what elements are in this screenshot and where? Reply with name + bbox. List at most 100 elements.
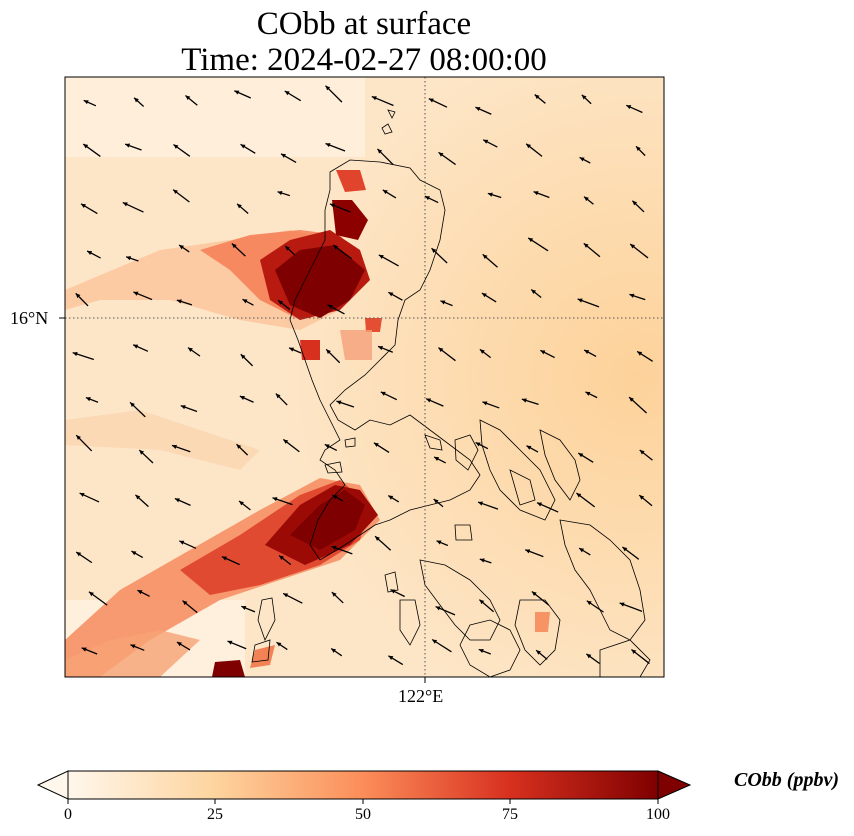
wind-arrow-head: [371, 96, 377, 101]
wind-arrow-head: [631, 649, 637, 654]
wind-arrow-head: [438, 347, 444, 353]
colorbar: [36, 770, 692, 804]
lat-tick-label: 16°N: [10, 308, 49, 328]
colorbar-extend-min: [36, 770, 69, 800]
wind-arrow-head: [536, 650, 542, 655]
wind-arrow-head: [479, 558, 485, 563]
wind-arrow-head: [584, 196, 589, 202]
wind-arrow-head: [130, 402, 135, 408]
wind-arrow-head: [179, 244, 184, 250]
wind-arrow-head: [283, 439, 289, 444]
colorbar-extend-max: [657, 770, 692, 800]
wind-arrow-head: [174, 498, 180, 503]
wind-arrow-head: [536, 502, 542, 507]
wind-arrow-head: [239, 501, 244, 506]
wind-arrow-head: [331, 648, 337, 653]
wind-arrow-head: [278, 300, 284, 305]
wind-arrow-head: [540, 350, 546, 355]
wind-arrow-head: [331, 545, 337, 550]
wind-arrow-head: [331, 592, 337, 597]
wind-arrow-head: [388, 495, 394, 500]
wind-arrow-head: [482, 401, 488, 406]
wind-arrow-head: [79, 492, 85, 497]
wind-arrow-head: [236, 444, 242, 449]
wind-arrow-head: [234, 90, 240, 95]
map-title: CObb at surface: [256, 6, 472, 42]
wind-arrow-head: [135, 494, 141, 500]
lon-tick-label: 122°E: [398, 686, 444, 706]
wind-arrow-head: [622, 546, 628, 552]
wind-arrow-head: [277, 190, 283, 196]
wind-arrow-head: [531, 591, 537, 597]
wind-arrow-head: [481, 293, 487, 298]
wind-arrow-head: [378, 254, 384, 259]
wind-arrow-head: [521, 398, 527, 403]
map-frame: [64, 76, 665, 678]
wind-arrow-head: [221, 556, 227, 561]
wind-arrow-head: [185, 95, 191, 101]
wind-arrow-head: [139, 450, 145, 455]
wind-arrow-head: [629, 397, 634, 402]
wind-arrow-head: [171, 444, 177, 449]
wind-arrow-head: [241, 605, 247, 611]
wind-arrow-head: [272, 497, 278, 502]
wind-arrow-head: [576, 493, 582, 498]
wind-arrow-head: [390, 589, 396, 594]
wind-arrow-head: [326, 349, 331, 355]
wind-arrow-head: [435, 606, 441, 611]
wind-arrow-head: [533, 191, 539, 196]
wind-arrow-head: [375, 536, 380, 541]
wind-arrow-head: [76, 552, 82, 557]
wind-arrow-head: [432, 639, 438, 644]
wind-arrow-head: [88, 591, 94, 597]
wind-arrow-head: [131, 551, 137, 556]
colorbar-label: CObb (ppbv): [734, 769, 839, 791]
wind-arrow-head: [482, 254, 488, 259]
wind-arrow-head: [534, 94, 540, 100]
wind-arrow-head: [173, 144, 179, 149]
wind-arrow-head: [240, 354, 246, 359]
wind-arrow-head: [85, 397, 91, 402]
wind-arrow-head: [483, 139, 489, 144]
wind-arrow-head: [231, 243, 237, 249]
wind-arrow-head: [280, 153, 286, 158]
wind-arrow-head: [581, 94, 587, 100]
wind-arrow-head: [176, 642, 182, 647]
wind-arrow-head: [578, 453, 584, 458]
wind-arrow-head: [428, 98, 434, 103]
wind-arrow-head: [242, 299, 248, 304]
wind-arrow-head: [130, 644, 136, 649]
wind-arrow-head: [434, 456, 440, 461]
wind-arrow-head: [579, 157, 585, 162]
wind-arrow-head: [137, 590, 143, 595]
wind-arrow-head: [81, 647, 87, 652]
wind-arrow-head: [75, 293, 81, 299]
wind-arrow-head: [122, 202, 128, 207]
wind-arrow-head: [619, 602, 625, 607]
wind-arrow-head: [382, 189, 388, 195]
wind-arrow-head: [275, 393, 281, 399]
wind-arrow-head: [325, 143, 331, 148]
wind-arrow-head: [380, 391, 386, 396]
wind-arrow-head: [475, 107, 481, 112]
wind-arrow-head: [180, 405, 186, 410]
wind-arrow-head: [134, 97, 139, 103]
wind-arrow-head: [83, 144, 89, 149]
wind-arrow-head: [426, 398, 432, 403]
wind-arrow-head: [531, 289, 537, 295]
wind-arrow-head: [639, 495, 645, 500]
wind-arrow-head: [632, 200, 638, 206]
wind-arrow-head: [478, 648, 484, 654]
wind-arrow-head: [585, 391, 591, 396]
wind-arrow-head: [329, 203, 335, 208]
wind-arrow-head: [487, 192, 493, 197]
wind-arrow-head: [636, 146, 641, 152]
wind-arrow-head: [182, 600, 188, 606]
wind-arrow-head: [525, 549, 531, 554]
wind-arrow-head: [173, 189, 178, 195]
colorbar-tick-25: 25: [207, 806, 223, 823]
wind-arrow-head: [479, 349, 485, 354]
wind-arrow-head: [424, 196, 430, 201]
wind-arrow-head: [440, 300, 446, 305]
